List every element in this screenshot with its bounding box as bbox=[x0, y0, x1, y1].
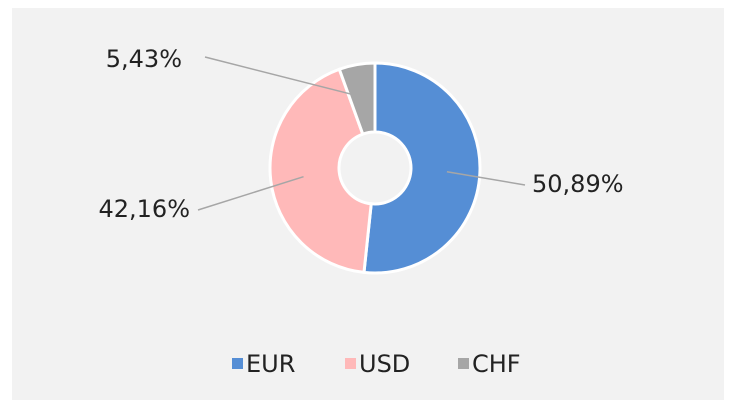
leader-line bbox=[197, 175, 304, 211]
slice bbox=[337, 61, 377, 137]
legend-swatch bbox=[345, 358, 356, 369]
leader-line bbox=[204, 56, 363, 98]
data-label: 42,16% bbox=[98, 195, 190, 223]
legend-label: EUR bbox=[246, 350, 295, 378]
data-label: 50,89% bbox=[532, 170, 624, 198]
legend-label: CHF bbox=[472, 350, 521, 378]
slice bbox=[362, 61, 482, 275]
slice bbox=[268, 67, 373, 275]
leader-line bbox=[446, 171, 526, 186]
legend-label: USD bbox=[359, 350, 410, 378]
legend-swatch bbox=[458, 358, 469, 369]
legend-swatch bbox=[232, 358, 243, 369]
data-label: 5,43% bbox=[106, 45, 182, 73]
